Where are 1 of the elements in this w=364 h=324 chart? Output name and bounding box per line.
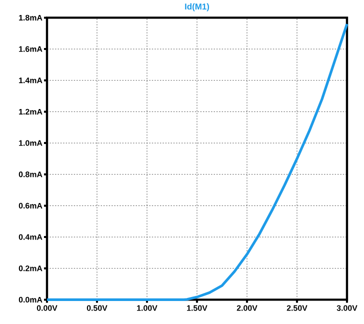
chart-title: Id(M1) — [185, 3, 210, 12]
